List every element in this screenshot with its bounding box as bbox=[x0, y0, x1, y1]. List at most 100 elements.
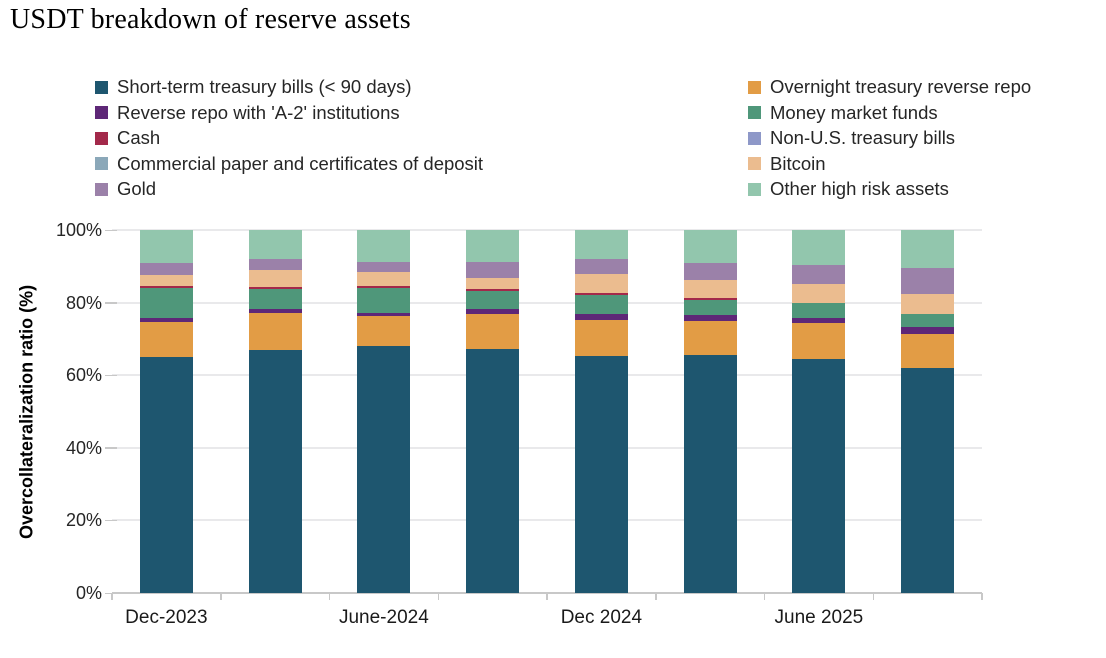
bar-5-segment-4 bbox=[683, 298, 737, 301]
y-tick-20 bbox=[105, 519, 117, 522]
bar-6-segment-8 bbox=[792, 264, 846, 285]
bar-1-segment-4 bbox=[248, 286, 302, 289]
bar-5-segment-1 bbox=[683, 321, 737, 355]
bar-7-segment-9 bbox=[901, 230, 955, 268]
bar-5-segment-3 bbox=[683, 300, 737, 315]
bar-3-segment-2 bbox=[466, 309, 520, 315]
bar-1-segment-3 bbox=[248, 288, 302, 309]
bar-7-segment-2 bbox=[901, 326, 955, 334]
legend-label-8: Gold bbox=[117, 178, 157, 200]
legend-label-7: Bitcoin bbox=[770, 152, 826, 174]
bar-4 bbox=[574, 230, 628, 593]
bar-4-segment-0 bbox=[574, 355, 628, 593]
legend-swatch-8 bbox=[95, 182, 108, 196]
legend-item-9: Other high risk assets bbox=[748, 177, 1095, 202]
bar-4-segment-8 bbox=[574, 259, 628, 274]
bar-6-segment-7 bbox=[792, 284, 846, 304]
x-boundary-tick-3 bbox=[437, 593, 439, 600]
bar-6-segment-1 bbox=[792, 322, 846, 359]
bar-0 bbox=[139, 230, 193, 593]
bar-5-segment-2 bbox=[683, 314, 737, 322]
legend-swatch-1 bbox=[748, 80, 761, 94]
bar-0-segment-0 bbox=[139, 357, 193, 593]
x-tick-label-0: Dec-2023 bbox=[125, 607, 208, 628]
legend-label-0: Short-term treasury bills (< 90 days) bbox=[117, 76, 412, 98]
legend-swatch-9 bbox=[748, 182, 761, 196]
bar-1-segment-1 bbox=[248, 312, 302, 350]
bar-4-segment-4 bbox=[574, 293, 628, 296]
bar-5-segment-7 bbox=[683, 280, 737, 299]
bar-6-segment-0 bbox=[792, 358, 846, 593]
y-tick-label-80: 80% bbox=[65, 292, 102, 313]
gridline-40 bbox=[112, 446, 982, 449]
legend-label-6: Commercial paper and certificates of dep… bbox=[117, 152, 484, 174]
x-tick-label-4: Dec 2024 bbox=[560, 607, 643, 628]
bar-6-segment-3 bbox=[792, 303, 846, 318]
y-tick-label-0: 0% bbox=[75, 583, 102, 603]
legend-label-9: Other high risk assets bbox=[770, 178, 949, 200]
bar-3-segment-3 bbox=[466, 291, 520, 310]
bar-5-segment-8 bbox=[683, 263, 737, 281]
legend-item-1: Overnight treasury reverse repo bbox=[748, 75, 1095, 100]
bar-2-segment-8 bbox=[357, 261, 411, 273]
legend-swatch-5 bbox=[748, 131, 761, 145]
legend-swatch-3 bbox=[748, 106, 761, 120]
bar-2-segment-2 bbox=[357, 313, 411, 317]
gridline-100 bbox=[112, 229, 982, 231]
bar-2-segment-3 bbox=[357, 288, 411, 314]
bar-7-segment-3 bbox=[901, 313, 955, 327]
bar-7 bbox=[901, 230, 955, 593]
bar-2-segment-9 bbox=[357, 230, 411, 262]
bar-0-segment-2 bbox=[139, 318, 193, 323]
bar-4-segment-7 bbox=[574, 273, 628, 294]
bar-7-segment-8 bbox=[901, 267, 955, 295]
legend-swatch-6 bbox=[95, 157, 108, 171]
bar-3-segment-9 bbox=[466, 230, 520, 262]
legend-label-1: Overnight treasury reverse repo bbox=[770, 76, 1032, 98]
gridline-60 bbox=[112, 374, 982, 377]
bar-7-segment-1 bbox=[901, 333, 955, 368]
bar-4-segment-3 bbox=[574, 295, 628, 314]
y-tick-60 bbox=[105, 374, 117, 377]
legend-label-3: Money market funds bbox=[770, 101, 938, 123]
legend-item-4: Cash bbox=[95, 126, 748, 151]
legend-item-2: Reverse repo with 'A-2' institutions bbox=[95, 101, 748, 126]
legend-label-2: Reverse repo with 'A-2' institutions bbox=[117, 101, 400, 123]
x-boundary-tick-6 bbox=[763, 593, 766, 600]
legend-item-3: Money market funds bbox=[748, 101, 1095, 126]
x-boundary-tick-4 bbox=[546, 593, 548, 600]
legend-swatch-7 bbox=[748, 157, 761, 171]
chart-title: USDT breakdown of reserve assets bbox=[10, 4, 411, 35]
bar-2-segment-0 bbox=[357, 346, 411, 593]
bar-4-segment-1 bbox=[574, 320, 628, 356]
bar-2-segment-1 bbox=[357, 316, 411, 347]
legend-item-5: Non-U.S. treasury bills bbox=[748, 126, 1095, 151]
y-tick-80 bbox=[105, 302, 117, 304]
plot-area: 0% 20% 40% 60% 80% 100% Dec-2023 June-2024 Dec 2… bbox=[56, 220, 983, 628]
legend-item-0: Short-term treasury bills (< 90 days) bbox=[95, 75, 748, 100]
bar-0-segment-3 bbox=[139, 288, 193, 319]
legend: Short-term treasury bills (< 90 days) Ove… bbox=[95, 75, 1095, 202]
bar-5 bbox=[683, 230, 737, 593]
legend-swatch-2 bbox=[95, 106, 108, 120]
bar-1-segment-7 bbox=[248, 269, 302, 287]
x-tick-label-2: June-2024 bbox=[338, 607, 429, 628]
bar-0-segment-1 bbox=[139, 322, 193, 358]
bar-0-segment-7 bbox=[139, 275, 193, 286]
y-axis-title: Overcollateralization ratio (%) bbox=[16, 284, 37, 539]
bar-1-segment-9 bbox=[248, 230, 302, 260]
legend-swatch-4 bbox=[95, 131, 108, 145]
bar-3-segment-4 bbox=[466, 289, 520, 291]
bar-6 bbox=[792, 230, 846, 593]
x-boundary-tick-8 bbox=[981, 593, 983, 600]
bar-7-segment-0 bbox=[901, 367, 955, 593]
x-boundary-tick-0 bbox=[111, 593, 113, 600]
bar-2 bbox=[357, 230, 411, 593]
legend-item-8: Gold bbox=[95, 177, 748, 202]
bar-0-segment-4 bbox=[139, 285, 193, 289]
legend-label-4: Cash bbox=[117, 127, 161, 149]
gridline-80 bbox=[112, 301, 982, 304]
bar-5-segment-0 bbox=[683, 354, 737, 593]
bar-6-segment-2 bbox=[792, 317, 846, 323]
y-tick-label-20: 20% bbox=[65, 510, 102, 531]
